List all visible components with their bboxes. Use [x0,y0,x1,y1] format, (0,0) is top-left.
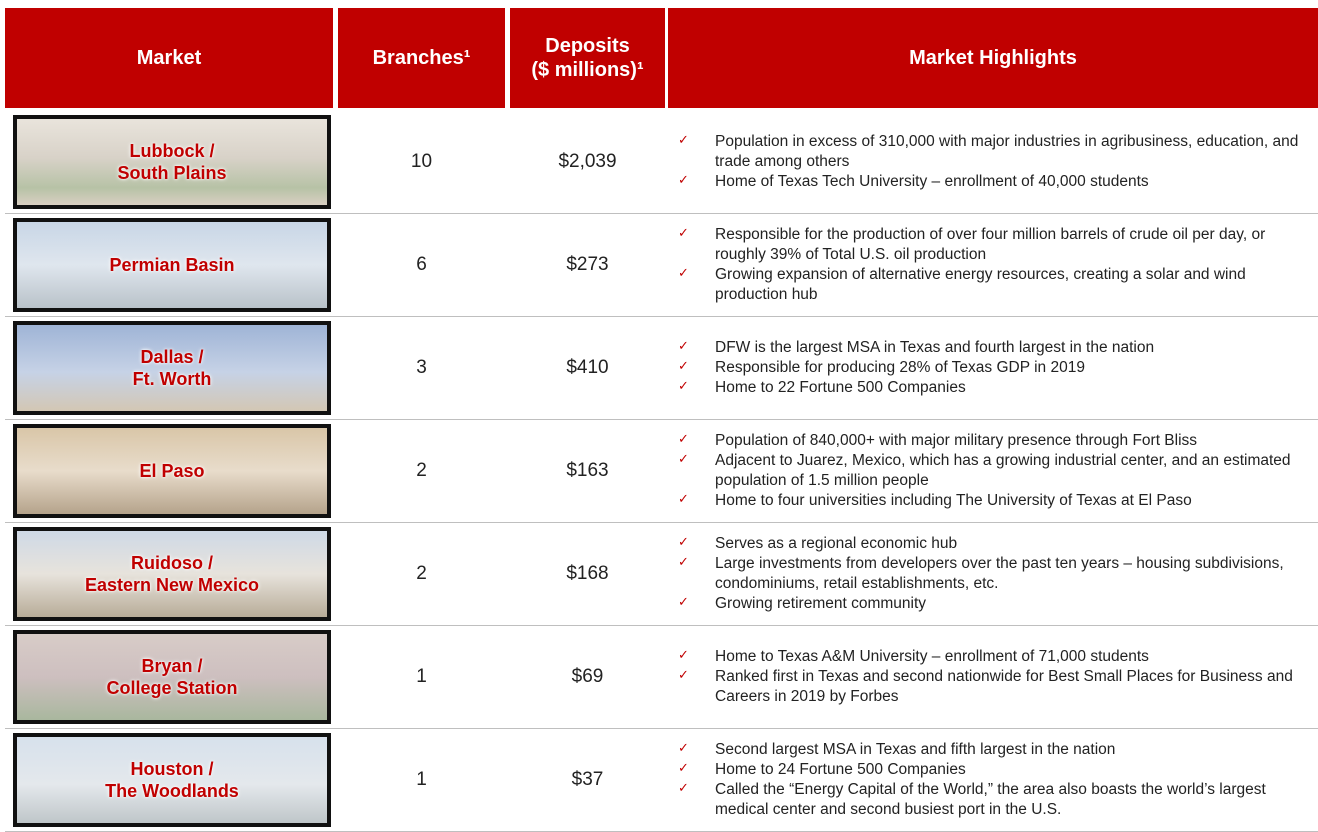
deposits-cell: $69 [571,665,604,687]
highlight-item: Home to Texas A&M University – enrollmen… [675,645,1310,667]
header-branches: Branches¹ [338,8,505,108]
highlight-item: Called the “Energy Capital of the World,… [675,778,1310,820]
market-name: Ft. Worth [132,369,212,389]
highlight-item: Population of 840,000+ with major milita… [675,429,1310,451]
deposits-cell: $410 [566,356,609,378]
market-cell: Ruidoso / Eastern New Mexico [13,527,331,621]
header-deposits: Deposits ($ millions)¹ [510,8,665,108]
branches-cell: 1 [416,768,427,790]
highlight-item: Ranked first in Texas and second nationw… [675,665,1310,707]
highlights-cell: Population in excess of 310,000 with maj… [675,110,1310,213]
highlight-item: Home to 22 Fortune 500 Companies [675,376,1310,398]
highlights-cell: Home to Texas A&M University – enrollmen… [675,625,1310,728]
market-name: El Paso [139,461,205,481]
market-cell: Lubbock / South Plains [13,115,331,209]
market-name: Bryan / [141,656,203,676]
highlights-cell: Responsible for the production of over f… [675,213,1310,316]
branches-cell: 2 [416,459,427,481]
header-highlights: Market Highlights [668,8,1318,108]
branches-cell: 3 [416,356,427,378]
deposits-cell: $168 [566,562,609,584]
table-row: Dallas /Ft. Worth 3 $410 DFW is the largest… [5,316,1318,420]
market-cell: Permian Basin [13,218,331,312]
market-cell: Dallas / Ft. Worth [13,321,331,415]
highlight-item: DFW is the largest MSA in Texas and four… [675,336,1310,358]
market-name: Houston / [130,759,214,779]
highlight-item: Responsible for producing 28% of Texas G… [675,356,1310,378]
market-name: Lubbock / [129,141,215,161]
deposits-cell: $163 [566,459,609,481]
table-row: Ruidoso /Eastern New Mexico 2 $168 Serves a… [5,522,1318,626]
highlight-item: Growing expansion of alternative energy … [675,263,1310,305]
market-name: Ruidoso / [131,553,213,573]
header-deposits-line: Deposits [545,35,630,57]
table-row: Lubbock /South Plains 10 $2,039 Population … [5,110,1318,214]
market-name: The Woodlands [105,781,239,801]
highlights-cell: Population of 840,000+ with major milita… [675,419,1310,522]
branches-cell: 10 [410,150,433,172]
branches-cell: 2 [416,562,427,584]
highlight-item: Large investments from developers over t… [675,552,1310,594]
header-market: Market [5,8,333,108]
market-cell: Houston / The Woodlands [13,733,331,827]
market-cell: Bryan / College Station [13,630,331,724]
market-name: Permian Basin [109,255,235,275]
highlight-item: Second largest MSA in Texas and fifth la… [675,738,1310,760]
highlight-item: Home to four universities including The … [675,489,1310,511]
table-header: Market Branches¹ Deposits ($ millions)¹ … [5,8,1318,108]
table-row: Permian Basin 6 $273 Responsible for the pr… [5,213,1318,317]
highlight-item: Home to 24 Fortune 500 Companies [675,758,1310,780]
table-row: El Paso 2 $163 Population of 840,000+ with … [5,419,1318,523]
branches-cell: 1 [416,665,427,687]
highlight-item: Home of Texas Tech University – enrollme… [675,170,1310,192]
highlights-cell: Serves as a regional economic hubLarge i… [675,522,1310,625]
highlight-item: Serves as a regional economic hub [675,532,1310,554]
highlight-item: Population in excess of 310,000 with maj… [675,130,1310,172]
deposits-cell: $37 [571,768,604,790]
table-row: Houston /The Woodlands 1 $37 Second largest… [5,728,1318,832]
deposits-cell: $273 [566,253,609,275]
market-name: South Plains [117,163,227,183]
highlights-cell: Second largest MSA in Texas and fifth la… [675,728,1310,831]
market-name: Eastern New Mexico [84,575,260,595]
market-cell: El Paso [13,424,331,518]
highlight-item: Adjacent to Juarez, Mexico, which has a … [675,449,1310,491]
highlights-cell: DFW is the largest MSA in Texas and four… [675,316,1310,419]
highlight-item: Responsible for the production of over f… [675,223,1310,265]
header-deposits-line: ($ millions)¹ [531,59,644,81]
deposits-cell: $2,039 [558,150,617,172]
branches-cell: 6 [416,253,427,275]
market-name: College Station [106,678,238,698]
table-row: Bryan /College Station 1 $69 Home to Texas … [5,625,1318,729]
highlight-item: Growing retirement community [675,592,1310,614]
market-name: Dallas / [140,347,204,367]
